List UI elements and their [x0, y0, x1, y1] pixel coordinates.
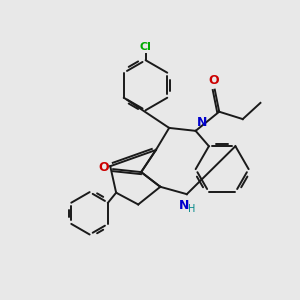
Text: H: H [188, 204, 195, 214]
Text: O: O [208, 74, 219, 87]
Text: Cl: Cl [140, 42, 152, 52]
Text: O: O [98, 161, 109, 174]
Text: N: N [179, 200, 189, 212]
Text: N: N [197, 116, 208, 128]
